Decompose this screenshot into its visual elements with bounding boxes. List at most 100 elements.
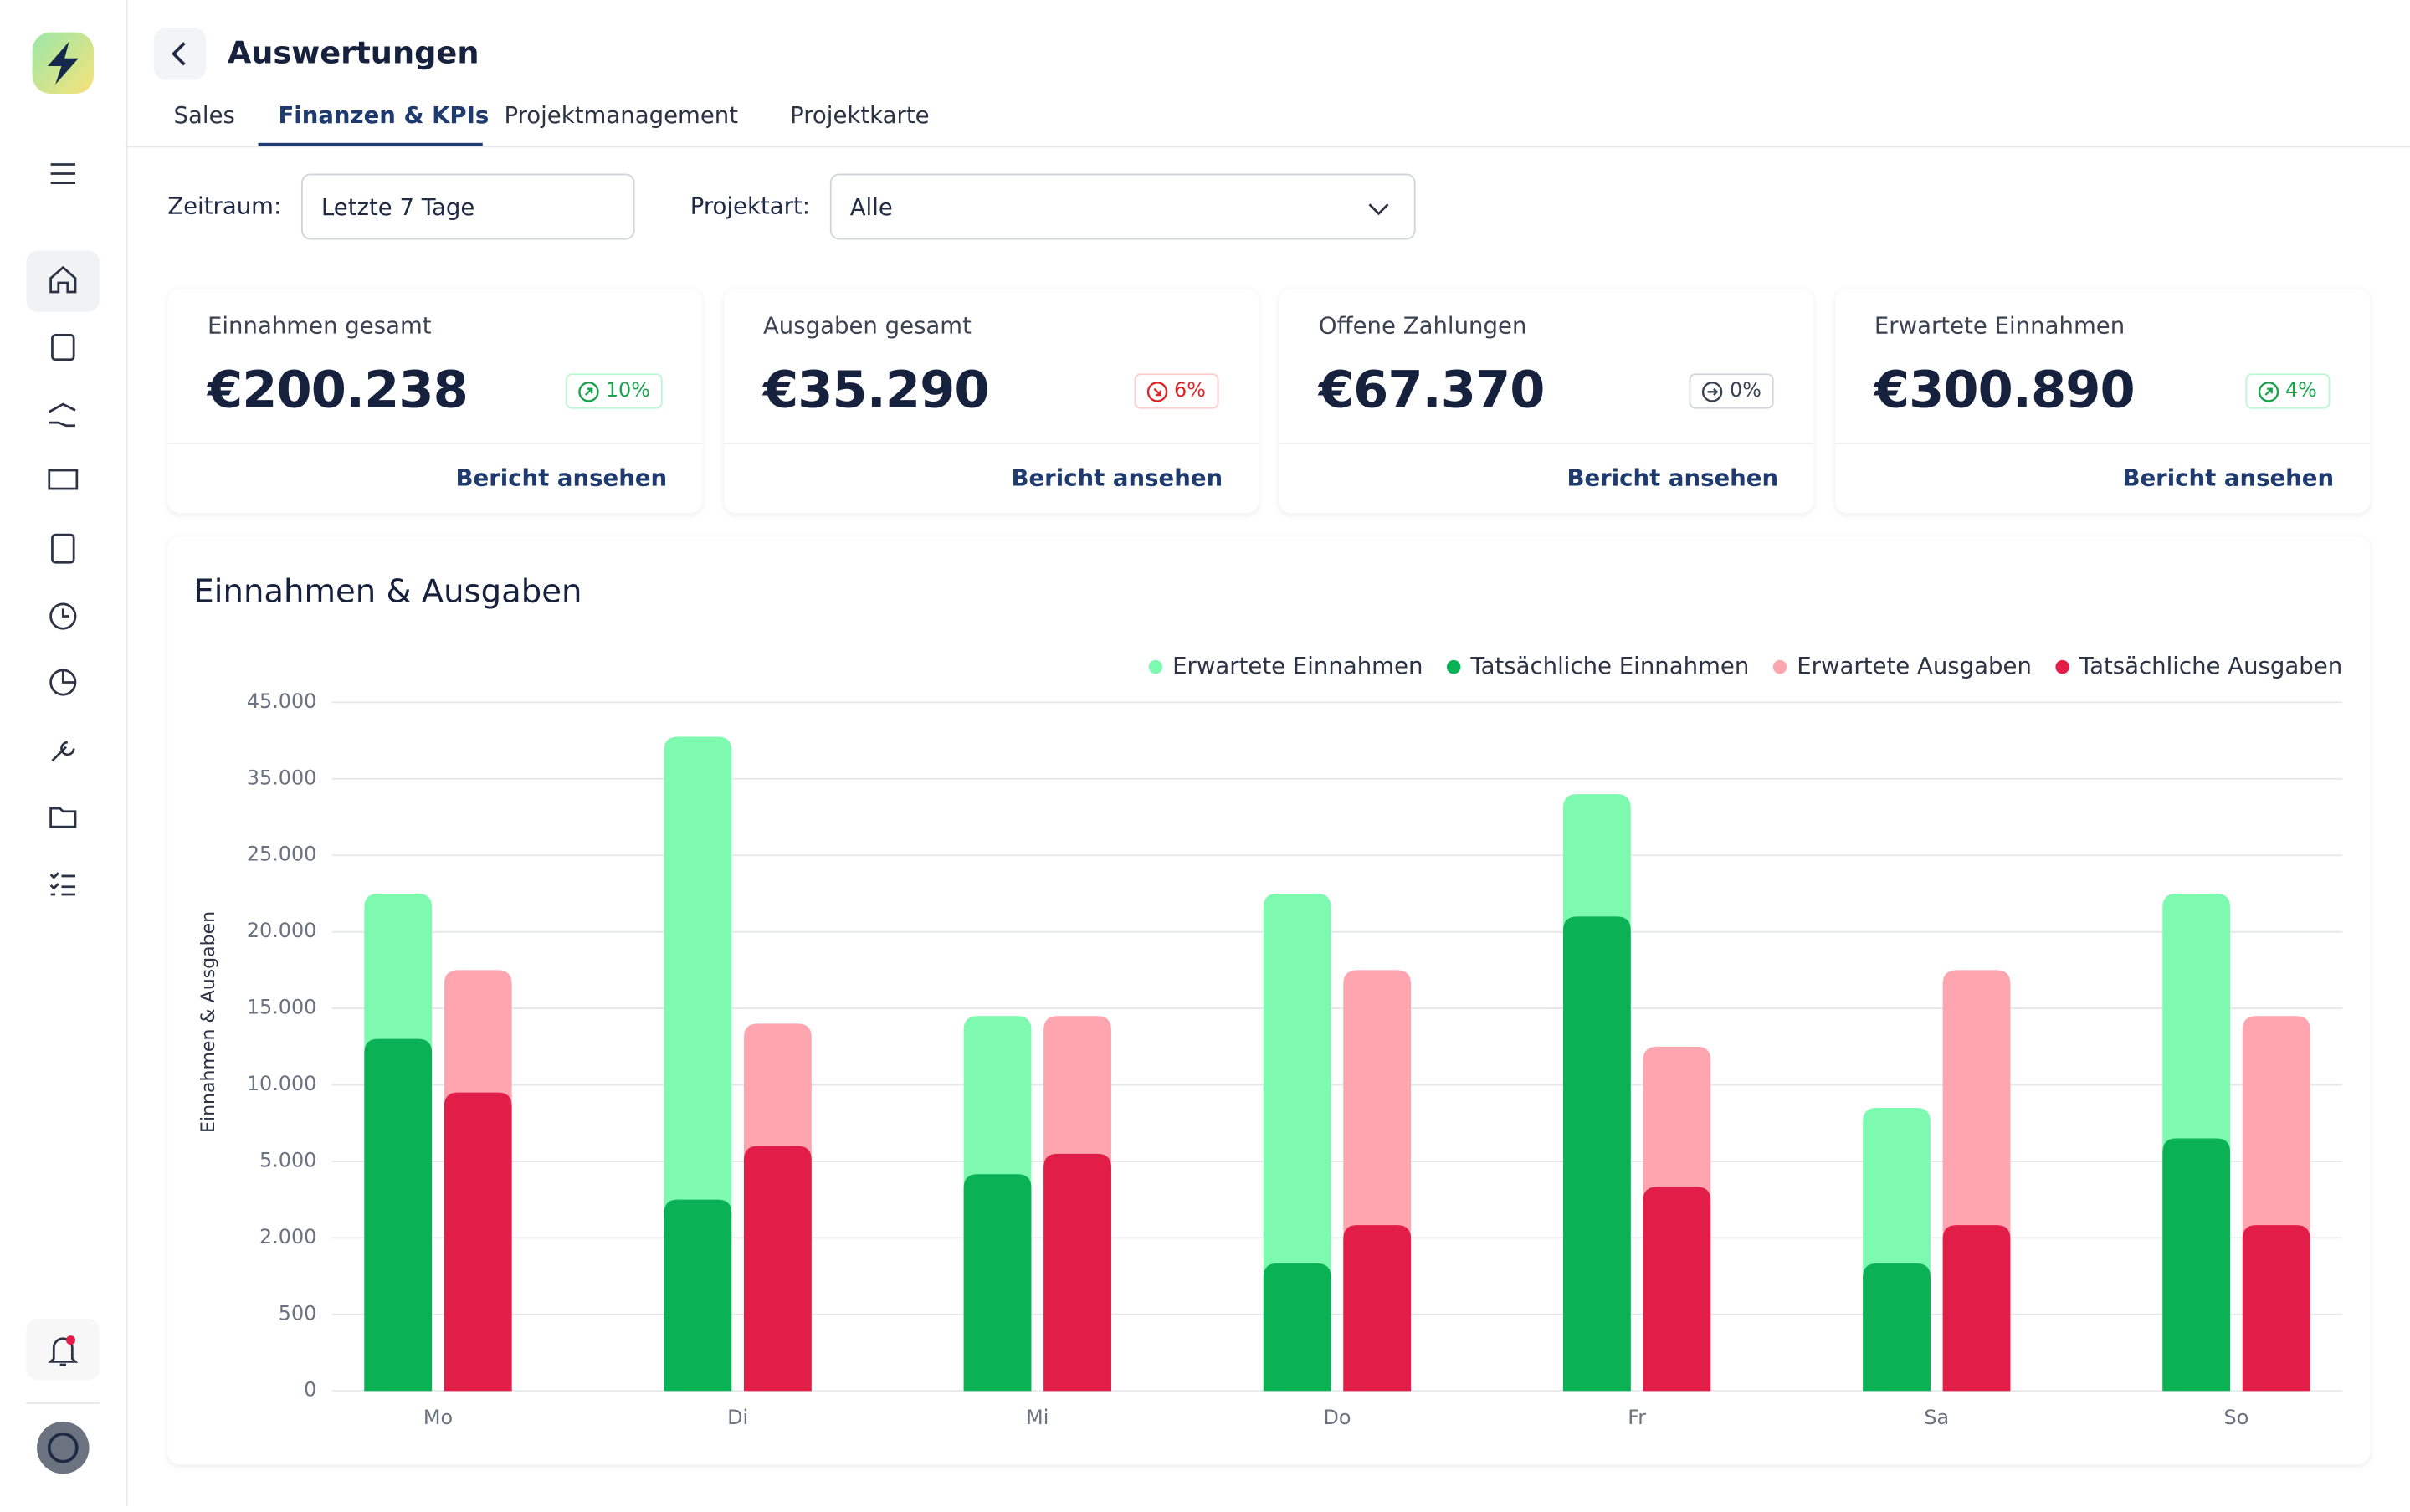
kpi-value: €300.890 — [1874, 359, 2136, 420]
y-tick-label: 20.000 — [247, 919, 317, 942]
kpi-divider — [723, 442, 1259, 444]
legend-swatch — [1772, 659, 1787, 674]
deals-icon[interactable] — [49, 402, 76, 428]
avatar[interactable] — [37, 1421, 90, 1474]
date-input[interactable]: Letzte 7 Tage — [301, 173, 635, 240]
page-title: Auswertungen — [227, 33, 479, 71]
kpi-value: €67.370 — [1318, 359, 1546, 420]
tab[interactable]: Sales — [173, 101, 235, 130]
sidebar — [0, 0, 128, 1507]
presentation-icon[interactable] — [48, 469, 79, 490]
filter-label: Zeitraum: — [167, 192, 282, 220]
legend-label: Tatsächliche Ausgaben — [2079, 653, 2342, 679]
bar — [664, 1199, 732, 1392]
notify-dot — [65, 1335, 76, 1345]
kpi-card: Einnahmen gesamt €200.238 10% Bericht anseh… — [167, 289, 703, 514]
logo-bolt — [47, 41, 79, 85]
tab[interactable]: Projektmanagement — [504, 101, 739, 130]
y-tick-label: 45.000 — [247, 689, 317, 713]
type-value: Alle — [849, 193, 893, 222]
x-tick-label: Mo — [423, 1406, 453, 1429]
y-tick-label: 10.000 — [247, 1072, 317, 1095]
bar — [963, 1174, 1032, 1392]
tab-underline — [258, 142, 483, 146]
kpi-label: Einnahmen gesamt — [207, 311, 432, 340]
date-value: Letzte 7 Tage — [320, 193, 475, 222]
change-icon — [1702, 382, 1724, 402]
x-tick-label: Do — [1323, 1406, 1351, 1429]
bar — [1863, 1263, 1931, 1392]
kpi-change: 6% — [1134, 373, 1218, 409]
legend-label: Erwartete Einnahmen — [1172, 653, 1423, 679]
kpi-label: Erwartete Einnahmen — [1874, 311, 2125, 340]
kpi-link[interactable]: Bericht ansehen — [2122, 464, 2335, 492]
kpi-value: €200.238 — [207, 359, 469, 420]
bar — [1643, 1187, 1711, 1392]
kpi-divider — [1834, 442, 2370, 444]
legend-swatch — [1446, 659, 1461, 674]
bar — [743, 1146, 812, 1392]
tab[interactable]: Projektkarte — [790, 101, 930, 130]
kpi-change: 4% — [2245, 373, 2330, 409]
legend-label: Tatsächliche Einnahmen — [1469, 653, 1749, 679]
kpi-change: 10% — [566, 373, 663, 409]
type-select[interactable]: Alle — [829, 173, 1416, 240]
bar — [1562, 916, 1631, 1392]
bar — [2242, 1225, 2310, 1392]
kpi-change: 0% — [1690, 373, 1774, 409]
y-tick-label: 5.000 — [259, 1148, 316, 1171]
legend-label: Erwartete Ausgaben — [1797, 653, 2032, 679]
clock-icon[interactable] — [49, 602, 77, 630]
kpi-link[interactable]: Bericht ansehen — [1566, 464, 1779, 492]
back-icon — [171, 42, 186, 66]
y-axis-label: Einnahmen & Ausgaben — [198, 911, 219, 1133]
bar — [1942, 1225, 2011, 1392]
legend-swatch — [1148, 659, 1163, 674]
calculator-icon[interactable] — [51, 533, 75, 564]
active-nav — [26, 250, 100, 312]
x-tick-label: Mi — [1026, 1406, 1049, 1429]
kpi-label: Ausgaben gesamt — [762, 311, 972, 340]
bar — [2162, 1138, 2231, 1392]
kpi-link[interactable]: Bericht ansehen — [455, 464, 668, 492]
kpi-card: Ausgaben gesamt €35.290 6% Bericht ansehen — [723, 289, 1259, 514]
x-tick-label: Fr — [1628, 1406, 1646, 1429]
sidebar-icons — [26, 32, 100, 1474]
tab-divider — [126, 146, 2410, 148]
y-tick-label: 0 — [304, 1378, 316, 1402]
chevron — [1368, 203, 1389, 216]
y-tick-label: 2.000 — [259, 1225, 316, 1248]
x-tick-label: So — [2224, 1406, 2249, 1429]
kpi-value: €35.290 — [762, 359, 990, 420]
y-tick-label: 15.000 — [247, 996, 317, 1019]
y-tick-label: 35.000 — [247, 766, 317, 789]
home-icon[interactable] — [49, 265, 77, 294]
y-tick-label: 500 — [279, 1301, 317, 1325]
folder-icon[interactable] — [49, 807, 77, 828]
kpi-label: Offene Zahlungen — [1318, 311, 1527, 340]
bar — [364, 1038, 433, 1392]
kpi-divider — [167, 442, 703, 444]
legend-swatch — [2055, 659, 2069, 674]
filter-label: Projektart: — [690, 192, 811, 220]
x-tick-label: Di — [727, 1406, 748, 1429]
notify-bg — [26, 1318, 100, 1381]
bar — [1043, 1153, 1111, 1392]
tools-icon[interactable] — [51, 741, 75, 762]
back-button[interactable] — [153, 28, 207, 80]
change-icon — [2258, 382, 2279, 402]
tab-active[interactable]: Finanzen & KPIs — [278, 101, 490, 130]
chart-title: Einnahmen & Ausgaben — [193, 572, 582, 610]
kpi-card: Offene Zahlungen €67.370 0% Bericht ansehen — [1279, 289, 1814, 514]
kpi-link[interactable]: Bericht ansehen — [1011, 464, 1223, 492]
contacts-icon[interactable] — [51, 334, 75, 361]
menu-icon[interactable] — [50, 163, 76, 184]
x-tick-label: Sa — [1924, 1406, 1949, 1429]
bar — [444, 1092, 512, 1392]
avatar-glyph — [47, 1432, 79, 1463]
change-icon — [1146, 382, 1168, 402]
bar — [1343, 1225, 1412, 1392]
tasks-icon[interactable] — [49, 872, 76, 896]
